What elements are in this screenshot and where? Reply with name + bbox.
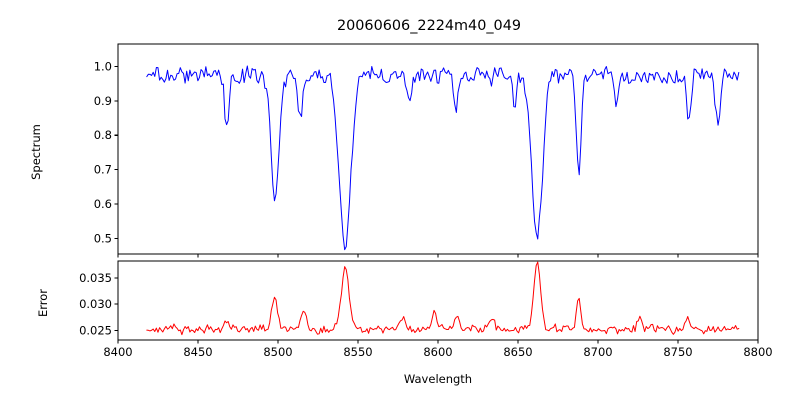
error-trace bbox=[146, 261, 740, 336]
y-tick-label: 0.6 bbox=[94, 197, 112, 211]
x-tick-label: 8400 bbox=[103, 345, 132, 359]
error-panel: 0.025 0.030 0.035 8400 8450 8500 8550 8600 8650 8… bbox=[79, 260, 773, 359]
y-tick-label: 0.030 bbox=[79, 297, 112, 311]
x-tick-label: 8600 bbox=[423, 345, 452, 359]
spectrum-trace bbox=[146, 65, 740, 251]
y-tick-label: 0.9 bbox=[94, 94, 112, 108]
plot-frame bbox=[117, 43, 759, 255]
x-tick-label: 8450 bbox=[183, 345, 212, 359]
x-axis-label: Wavelength bbox=[404, 372, 472, 386]
x-tick-label: 8800 bbox=[743, 345, 772, 359]
x-tick-label: 8750 bbox=[663, 345, 692, 359]
plot-frame bbox=[117, 260, 759, 341]
figure-title: 20060606_2224m40_049 bbox=[337, 18, 521, 34]
y-axis-label-error: Error bbox=[36, 289, 50, 317]
x-tick-label: 8700 bbox=[583, 345, 612, 359]
y-tick-label: 0.5 bbox=[94, 232, 112, 246]
y-tick-label: 1.0 bbox=[94, 59, 112, 73]
spectrum-panel: 0.5 0.6 0.7 0.8 0.9 1.0 bbox=[94, 43, 759, 258]
x-tick-label: 8550 bbox=[343, 345, 372, 359]
x-tick-label: 8650 bbox=[503, 345, 532, 359]
y-tick-label: 0.035 bbox=[79, 271, 112, 285]
x-tick-label: 8500 bbox=[263, 345, 292, 359]
y-tick-label: 0.7 bbox=[94, 163, 112, 177]
y-tick-label: 0.8 bbox=[94, 128, 112, 142]
y-axis-label-spectrum: Spectrum bbox=[29, 124, 43, 180]
y-tick-label: 0.025 bbox=[79, 324, 112, 338]
